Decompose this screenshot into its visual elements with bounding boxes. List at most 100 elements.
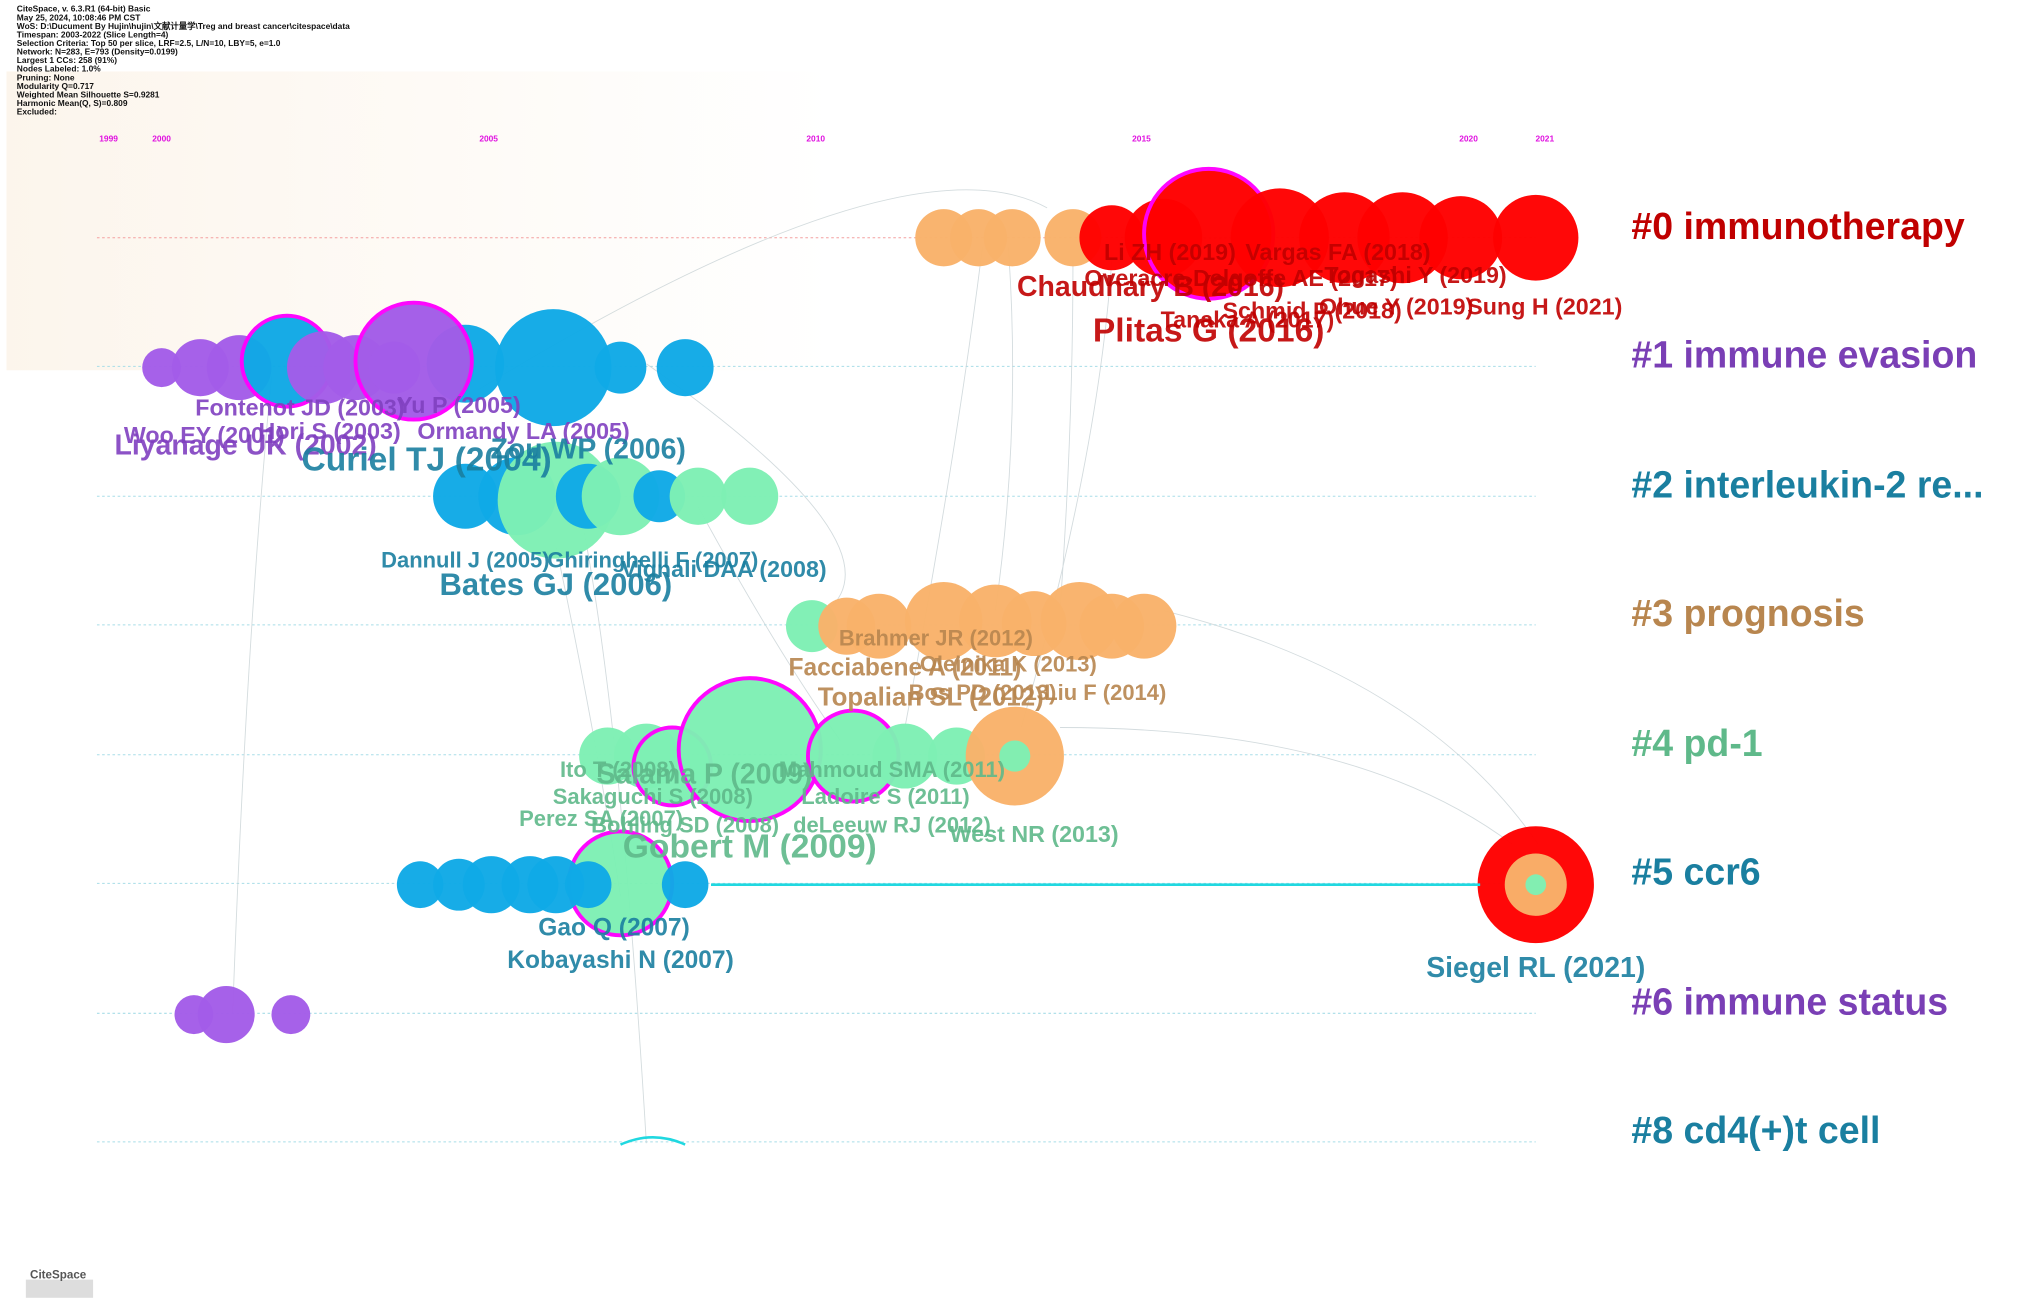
node (904, 581, 983, 660)
header-line: Harmonic Mean(Q, S)=0.809 (17, 98, 128, 108)
header-line: Timespan: 2003-2022 (Slice Length=4) (17, 29, 169, 39)
node (1079, 205, 1145, 271)
node (564, 861, 612, 909)
link (994, 246, 1014, 611)
year-label: 2015 (1132, 134, 1151, 144)
nodes (142, 166, 1594, 1044)
node-label: Schmid P (2018) (1223, 297, 1402, 323)
node-label: Woo EY (2001) (124, 422, 285, 448)
node (656, 339, 714, 397)
node (1111, 593, 1177, 659)
link (232, 376, 272, 1014)
node-label: Bos PD (2013) (909, 680, 1057, 705)
node-label: Ghiringhelli F (2007) (547, 548, 758, 573)
node (872, 723, 938, 789)
node-label: Togashi Y (2019) (1324, 262, 1506, 288)
link (646, 363, 846, 611)
header-line: WoS: D:\Ducument By Hujin\hujin\文献计量学\Tr… (17, 21, 350, 31)
node-label: Tanaka A (2017) (1161, 306, 1335, 332)
link (1059, 259, 1074, 611)
node (581, 457, 660, 536)
node-label: Sakaguchi S (2008) (553, 784, 753, 809)
cluster-label: #3 prognosis (1631, 592, 1864, 634)
header-line: Modularity Q=0.717 (17, 81, 94, 91)
year-label: 2020 (1459, 134, 1478, 144)
node-label: Siegel RL (2021) (1426, 952, 1645, 984)
node-label: Dannull J (2005) (381, 548, 549, 573)
cluster-label: #8 cd4(+)t cell (1631, 1109, 1880, 1151)
cluster-label: #4 pd-1 (1631, 722, 1762, 764)
cluster-label: #5 ccr6 (1631, 851, 1760, 893)
header-line: CiteSpace, v. 6.3.R1 (64-bit) Basic (17, 4, 151, 14)
cluster-label: #2 interleukin-2 re... (1631, 463, 1983, 505)
node-label: Ito T (2008) (560, 757, 676, 782)
node (633, 470, 686, 523)
node (368, 341, 421, 394)
node-label: Vargas FA (2018) (1245, 239, 1430, 265)
node-label: Yu P (2005) (397, 392, 521, 418)
node-label: Topalian SL (2012) (818, 683, 1044, 711)
node-label: Vignali DAA (2008) (621, 556, 826, 582)
logo: CiteSpace (25, 1268, 94, 1298)
logo-text: CiteSpace (30, 1268, 87, 1281)
node (142, 348, 181, 388)
cluster-label: #6 immune status (1631, 981, 1948, 1023)
node (197, 986, 255, 1044)
link (619, 1136, 686, 1146)
node-label: Liu F (2014) (1044, 680, 1166, 705)
year-label: 2010 (806, 134, 825, 144)
node (846, 593, 912, 659)
node (433, 463, 498, 529)
node-label: Bohling SD (2008) (591, 813, 779, 838)
header-line: Largest 1 CCs: 258 (91%) (17, 55, 117, 65)
year-label: 1999 (99, 134, 118, 144)
header-line: May 25, 2024, 10:08:46 PM CST (17, 12, 141, 22)
node-label: Ormandy LA (2005) (417, 418, 629, 444)
node-label: Plitas G (2016) (1093, 313, 1325, 350)
node-label: Li ZH (2019) (1104, 239, 1236, 265)
header-line: Nodes Labeled: 1.0% (17, 64, 101, 74)
node-label: Bates GJ (2006) (439, 567, 672, 602)
node-label: Oleinika K (2013) (920, 652, 1097, 677)
node-label: Perez SA (2007) (519, 806, 683, 831)
link (904, 246, 983, 728)
link (697, 506, 841, 741)
node-label: Gobert M (2009) (623, 828, 877, 865)
node (669, 467, 727, 525)
node (1419, 196, 1503, 280)
node-label: deLeeuw RJ (2012) (793, 813, 991, 838)
header-line: Network: N=283, E=793 (Density=0.0199) (17, 47, 178, 57)
year-label: 2000 (152, 134, 171, 144)
node (721, 467, 779, 525)
node-label: Brahmer JR (2012) (839, 626, 1033, 651)
node-label: Kobayashi N (2007) (507, 947, 733, 974)
node-label: Zou WP (2006) (491, 434, 686, 466)
year-label: 2005 (479, 134, 498, 144)
node-label: Chaudhary B (2016) (1017, 271, 1284, 303)
node-label: Facciabene A (2011) (788, 654, 1021, 681)
link (1163, 610, 1539, 845)
node (661, 861, 709, 909)
node-label: Ladoire S (2011) (801, 784, 969, 809)
year-label: 2021 (1535, 134, 1554, 144)
node-label: Overacre-Delgoffe AE (2017) (1084, 265, 1397, 291)
node-label: Liyanage UK (2002) (114, 430, 376, 462)
node (1493, 194, 1579, 281)
node (594, 341, 647, 394)
cluster-label: #0 immunotherapy (1631, 205, 1964, 247)
link (478, 189, 1048, 391)
link (1060, 727, 1513, 845)
node (396, 861, 444, 909)
node-label: Curiel TJ (2004) (301, 441, 551, 478)
cluster-label: #1 immune evasion (1631, 334, 1977, 376)
node (999, 740, 1031, 772)
header-line: Pruning: None (17, 72, 75, 82)
node-label: Sung H (2021) (1467, 293, 1622, 319)
logo-bars (25, 1279, 94, 1298)
node-label: West NR (2013) (950, 821, 1119, 847)
node (495, 309, 612, 427)
node-label: Mahmoud SMA (2011) (779, 757, 1005, 782)
node (1230, 188, 1329, 288)
node-label: Ohue Y (2019) (1319, 293, 1473, 319)
